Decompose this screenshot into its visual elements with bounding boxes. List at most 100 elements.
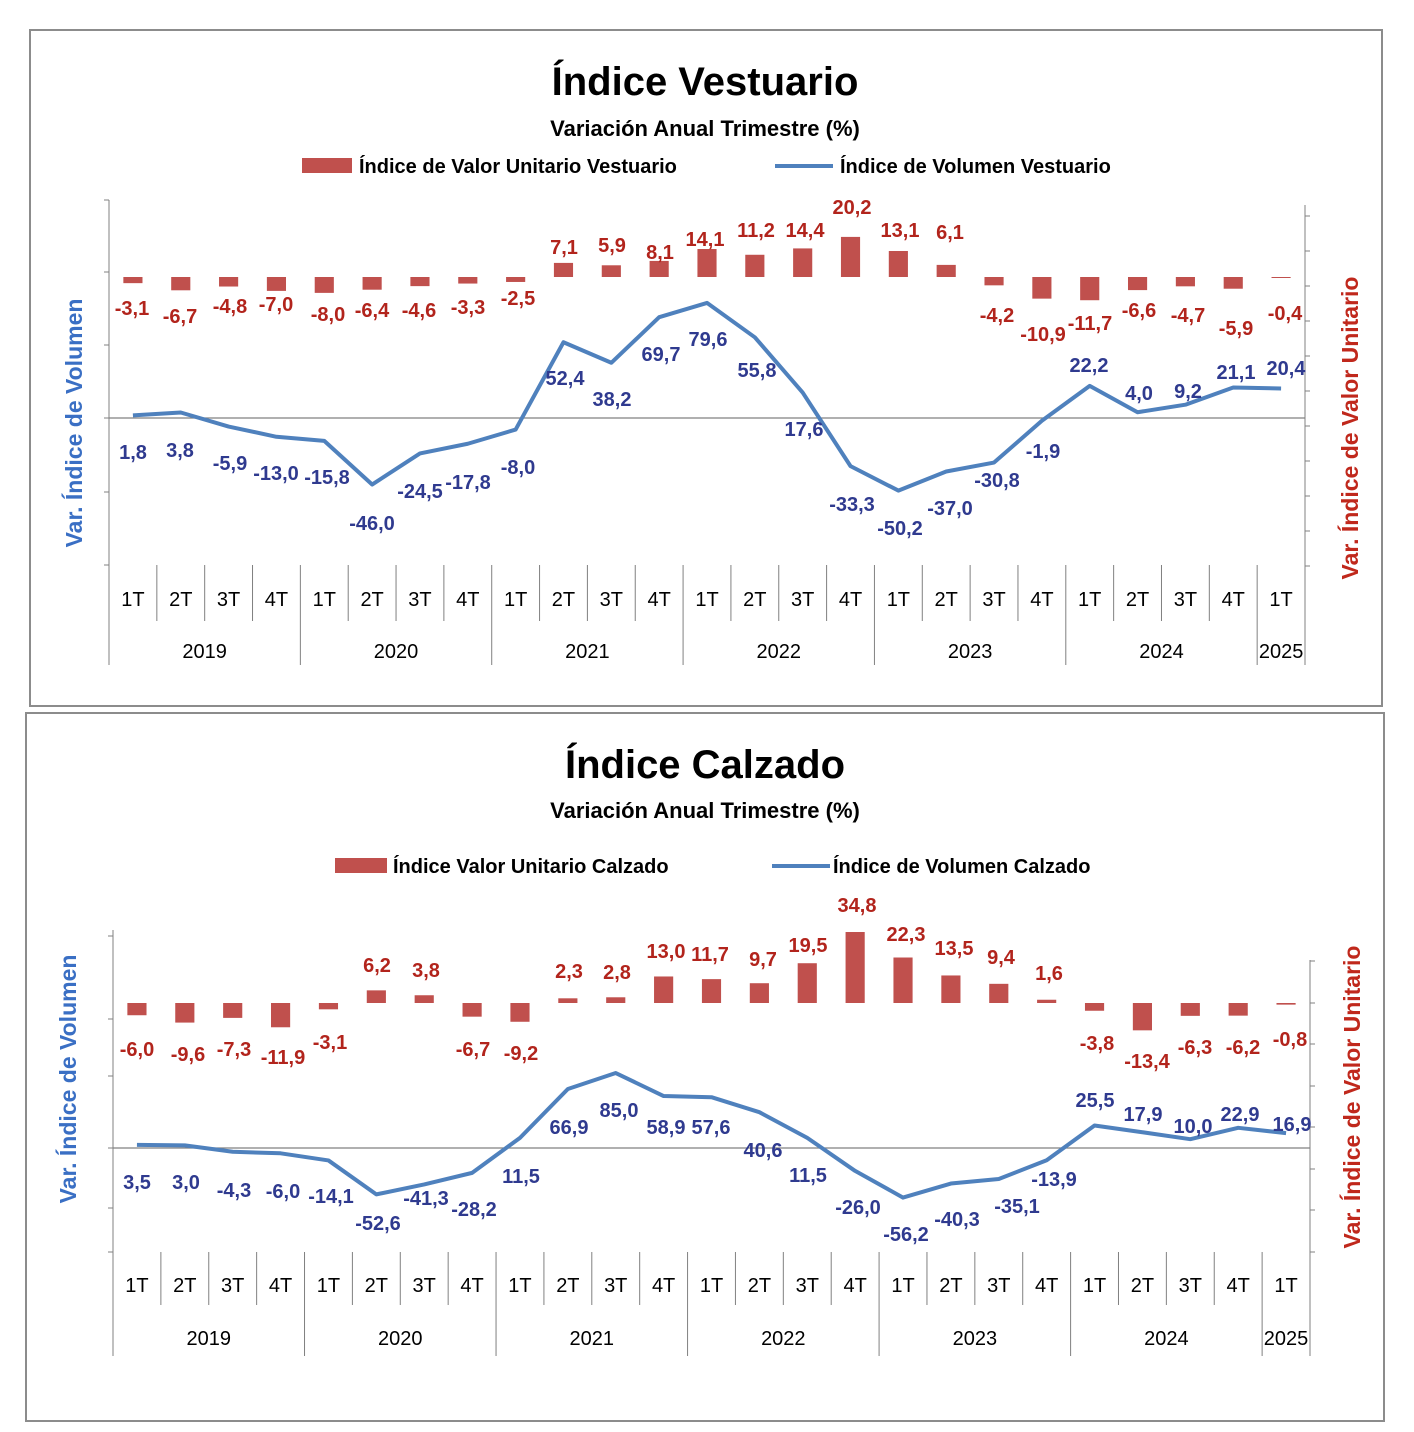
category-label: 1T	[121, 589, 144, 611]
line-data-label: 17,6	[785, 419, 824, 441]
line-data-label: 25,5	[1076, 1090, 1115, 1112]
category-label: 2T	[748, 1275, 771, 1297]
legend-bar-label: Índice Valor Unitario Calzado	[393, 855, 669, 878]
bar-data-label: 3,8	[412, 960, 440, 982]
bar-data-label: -7,0	[259, 294, 293, 316]
bar	[1276, 1003, 1296, 1005]
bar-data-label: -6,7	[163, 306, 197, 328]
line-data-label: -6,0	[266, 1181, 300, 1203]
category-label: 3T	[982, 589, 1005, 611]
bar-data-label: -0,4	[1268, 303, 1303, 325]
bar	[649, 260, 669, 277]
bar-data-label: -11,7	[1068, 313, 1112, 335]
bar	[127, 1003, 147, 1016]
right-axis-title: Var. Índice de Valor Unitario	[1336, 277, 1363, 580]
bar	[984, 277, 1004, 286]
bar-data-label: -3,3	[451, 297, 485, 319]
bar	[414, 995, 434, 1003]
category-label: 2T	[365, 1275, 388, 1297]
category-label: 2T	[743, 589, 766, 611]
right-axis-title: Var. Índice de Valor Unitario	[1338, 946, 1365, 1249]
line-data-label: 10,0	[1174, 1116, 1213, 1138]
bar	[558, 998, 578, 1003]
line-data-label: -1,9	[1026, 441, 1060, 463]
bar	[941, 975, 961, 1003]
bar-data-label: -4,7	[1171, 305, 1205, 327]
bar	[1032, 277, 1052, 299]
year-label: 2019	[187, 1328, 232, 1350]
bar-data-label: 20,2	[833, 197, 872, 219]
year-label: 2025	[1264, 1328, 1309, 1350]
bar	[1228, 1003, 1248, 1016]
year-label: 2023	[948, 641, 993, 663]
category-label: 4T	[1222, 589, 1245, 611]
category-label: 1T	[695, 589, 718, 611]
line-data-label: 85,0	[600, 1100, 639, 1122]
bar-data-label: -8,0	[311, 304, 345, 326]
bar-data-label: 22,3	[887, 924, 926, 946]
bar-data-label: -3,8	[1080, 1033, 1114, 1055]
bar	[458, 277, 478, 284]
year-label: 2021	[565, 641, 610, 663]
category-label: 3T	[408, 589, 431, 611]
year-label: 2024	[1139, 641, 1184, 663]
bar	[1127, 277, 1148, 291]
bar-data-label: -2,5	[501, 288, 535, 310]
category-label: 3T	[604, 1275, 627, 1297]
line-data-label: 16,9	[1273, 1114, 1312, 1136]
line-data-label: -15,8	[304, 467, 350, 489]
line-data-label: 55,8	[738, 360, 777, 382]
year-label: 2025	[1259, 641, 1304, 663]
volume-line	[132, 300, 1282, 493]
bar	[223, 1003, 243, 1018]
category-label: 4T	[456, 589, 479, 611]
category-label: 2T	[1131, 1275, 1154, 1297]
bar	[314, 277, 334, 293]
line-data-label: 38,2	[593, 389, 632, 411]
category-label: 1T	[887, 589, 910, 611]
line-data-label: -28,2	[451, 1199, 497, 1221]
line-data-label: -17,8	[445, 472, 491, 494]
line-data-label: 69,7	[642, 344, 681, 366]
bar	[745, 254, 765, 277]
category-label: 3T	[987, 1275, 1010, 1297]
year-label: 2020	[378, 1328, 423, 1350]
bar	[175, 1003, 195, 1023]
chart-title: Índice Calzado	[565, 742, 845, 787]
line-data-label: -33,3	[829, 494, 875, 516]
bar-data-label: -9,2	[504, 1043, 538, 1065]
line-data-label: 20,4	[1267, 358, 1307, 380]
bar	[840, 236, 861, 277]
line-data-label: -13,9	[1031, 1169, 1077, 1191]
category-label: 1T	[1083, 1275, 1106, 1297]
category-label: 3T	[1179, 1275, 1202, 1297]
category-label: 1T	[700, 1275, 723, 1297]
line-data-label: 52,4	[546, 368, 586, 390]
bar	[701, 979, 722, 1003]
bar	[749, 983, 769, 1003]
line-data-label: -26,0	[835, 1197, 881, 1219]
line-data-label: -30,8	[974, 470, 1020, 492]
category-label: 1T	[504, 589, 527, 611]
category-label: 3T	[413, 1275, 436, 1297]
bar-data-label: -9,6	[171, 1044, 205, 1066]
category-label: 4T	[652, 1275, 675, 1297]
left-axis-title: Var. Índice de Volumen	[60, 299, 87, 548]
chart-panel-vestuario	[29, 29, 1383, 707]
bar	[362, 277, 382, 290]
category-label: 4T	[269, 1275, 292, 1297]
bar-data-label: 5,9	[598, 235, 626, 257]
line-data-label: 11,5	[789, 1165, 827, 1187]
line-data-label: -24,5	[397, 481, 443, 503]
bar-data-label: -4,8	[213, 296, 247, 318]
bar-data-label: -0,8	[1273, 1029, 1307, 1051]
bar	[1175, 277, 1195, 287]
line-data-label: -56,2	[883, 1224, 929, 1246]
bar	[123, 277, 143, 284]
bar-data-label: 14,4	[786, 220, 826, 242]
bar	[171, 277, 191, 291]
bar-data-label: -6,6	[1122, 300, 1156, 322]
line-data-label: -14,1	[308, 1186, 354, 1208]
line-data-label: 3,5	[123, 1172, 151, 1194]
